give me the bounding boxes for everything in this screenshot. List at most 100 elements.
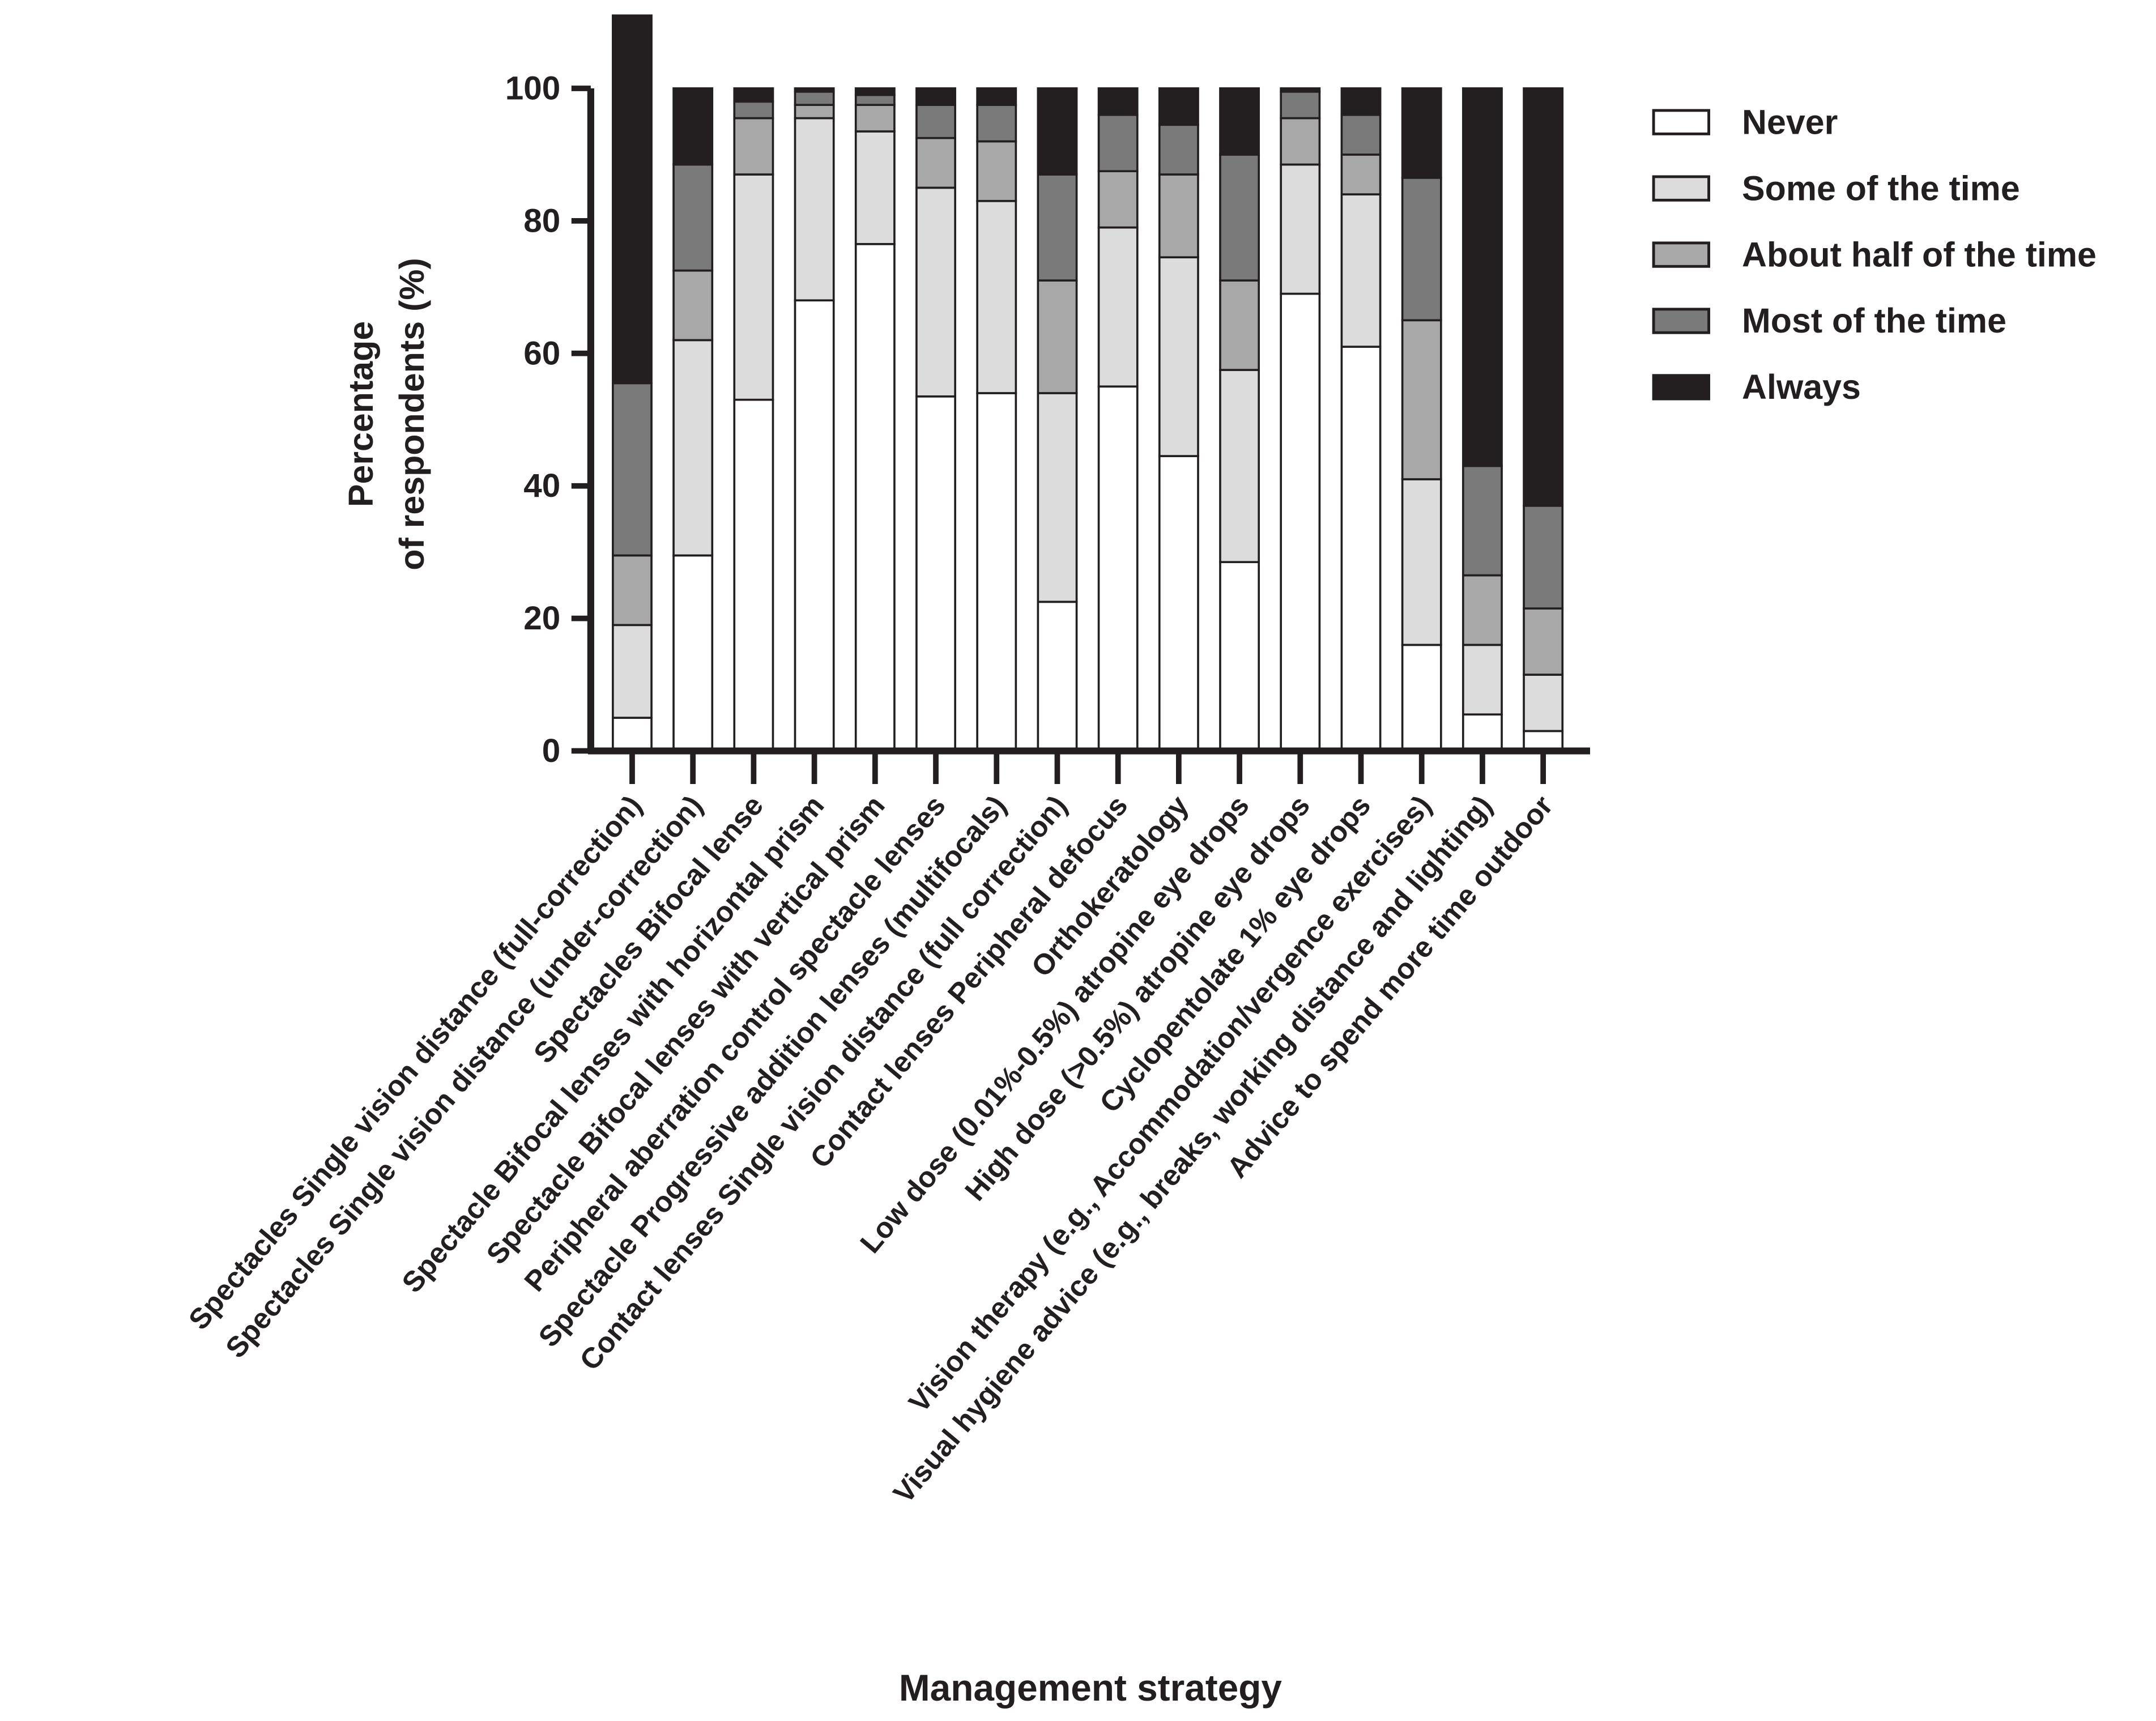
legend-label: Always [1742, 368, 1861, 406]
bar-segment [1037, 392, 1078, 603]
y-tick-label: 80 [523, 202, 560, 239]
legend-swatch [1652, 175, 1710, 202]
bar-segment [794, 90, 835, 107]
legend-label: About half of the time [1742, 235, 2097, 274]
bar-segment [1158, 123, 1199, 176]
legend-swatch [1652, 109, 1710, 135]
bar-segment [854, 104, 896, 133]
legend-swatch [1652, 241, 1710, 268]
bar-segment [1280, 292, 1321, 752]
bar-segment [794, 117, 835, 302]
bar-segment [854, 93, 896, 107]
bar-segment [1280, 90, 1321, 120]
bar-segment [976, 87, 1017, 107]
bar-segment [915, 104, 956, 139]
y-axis-title: of respondents (%) [393, 258, 431, 570]
bar-segment [1462, 465, 1503, 577]
bar-segment [733, 100, 774, 120]
bar-segment [612, 717, 653, 752]
bar-segment [1523, 607, 1564, 676]
bar-segment [915, 137, 956, 189]
bar-segment [672, 87, 714, 166]
bar-segment [1037, 87, 1078, 176]
bar-segment [1097, 385, 1139, 752]
bar-segment [794, 87, 835, 93]
bar-segment [976, 104, 1017, 143]
bar-segment [1097, 170, 1139, 229]
x-axis-title: Management strategy [899, 1667, 1282, 1709]
legend-label: Never [1742, 103, 1838, 141]
bar-segment [794, 299, 835, 752]
bar-segment [1401, 478, 1442, 646]
bar-segment [854, 87, 896, 96]
bar-segment [976, 392, 1017, 752]
bar-segment [1158, 455, 1199, 752]
y-tick-label: 20 [523, 600, 560, 637]
bar-segment [1462, 87, 1503, 467]
bar-segment [1340, 87, 1382, 116]
bar-segment [672, 163, 714, 272]
bar-segment [915, 186, 956, 398]
bar-segment [1158, 173, 1199, 259]
bar-segment [612, 382, 653, 557]
y-tick-label: 40 [523, 467, 560, 504]
bar-segment [1340, 346, 1382, 752]
bar-segment [1037, 600, 1078, 752]
bar-segment [976, 140, 1017, 202]
bar-segment [1462, 574, 1503, 646]
legend-label: Some of the time [1742, 169, 2020, 207]
bar-segment [854, 130, 896, 245]
bar-segment [1280, 163, 1321, 295]
bar-segment [672, 269, 714, 342]
y-tick-label: 100 [505, 70, 561, 107]
legend-swatch [1652, 308, 1710, 334]
legend-label: Most of the time [1742, 301, 2006, 340]
bar-segment [672, 339, 714, 557]
bar-segment [1037, 173, 1078, 282]
bar-segment [612, 554, 653, 627]
bar-segment [915, 87, 956, 107]
bar-segment [1219, 369, 1260, 564]
bar-segment [1462, 644, 1503, 716]
bar-segment [1340, 193, 1382, 348]
bar-segment [1340, 113, 1382, 156]
bar-segment [1523, 504, 1564, 610]
bar-segment [1219, 279, 1260, 371]
bar-segment [1158, 87, 1199, 126]
bar-segment [794, 104, 835, 120]
bar-segment [1401, 87, 1442, 179]
bar-segment [1401, 177, 1442, 322]
bar-segment [915, 395, 956, 752]
bar-segment [1280, 87, 1321, 93]
bar-segment [733, 173, 774, 401]
bar-segment [1401, 644, 1442, 752]
bar-segment [1219, 154, 1260, 282]
bar-segment [1280, 117, 1321, 166]
bar-segment [612, 14, 653, 385]
y-tick-label: 0 [542, 732, 561, 769]
x-tick-label: Spectacle Bifocal lenses with horizontal… [395, 789, 830, 1298]
bar-segment [1462, 713, 1503, 752]
bar-segment [1523, 674, 1564, 732]
bar-segment [1523, 87, 1564, 507]
bar-segment [1219, 561, 1260, 752]
bar-segment [733, 398, 774, 752]
bar-segment [733, 87, 774, 103]
bar-segment [1097, 87, 1139, 116]
bar-segment [1340, 154, 1382, 195]
y-axis-title: Percentage [342, 321, 380, 507]
bar-segment [1097, 226, 1139, 388]
bar-segment [612, 624, 653, 719]
bar-segment [1097, 113, 1139, 172]
bar-segment [1158, 256, 1199, 457]
legend-swatch [1652, 374, 1710, 401]
bar-segment [1037, 279, 1078, 394]
y-tick-label: 60 [523, 335, 560, 372]
bar-segment [854, 242, 896, 752]
bar-segment [672, 554, 714, 752]
bar-segment [976, 199, 1017, 394]
bar-segment [1219, 87, 1260, 156]
bar-segment [733, 117, 774, 176]
bar-segment [1401, 319, 1442, 480]
